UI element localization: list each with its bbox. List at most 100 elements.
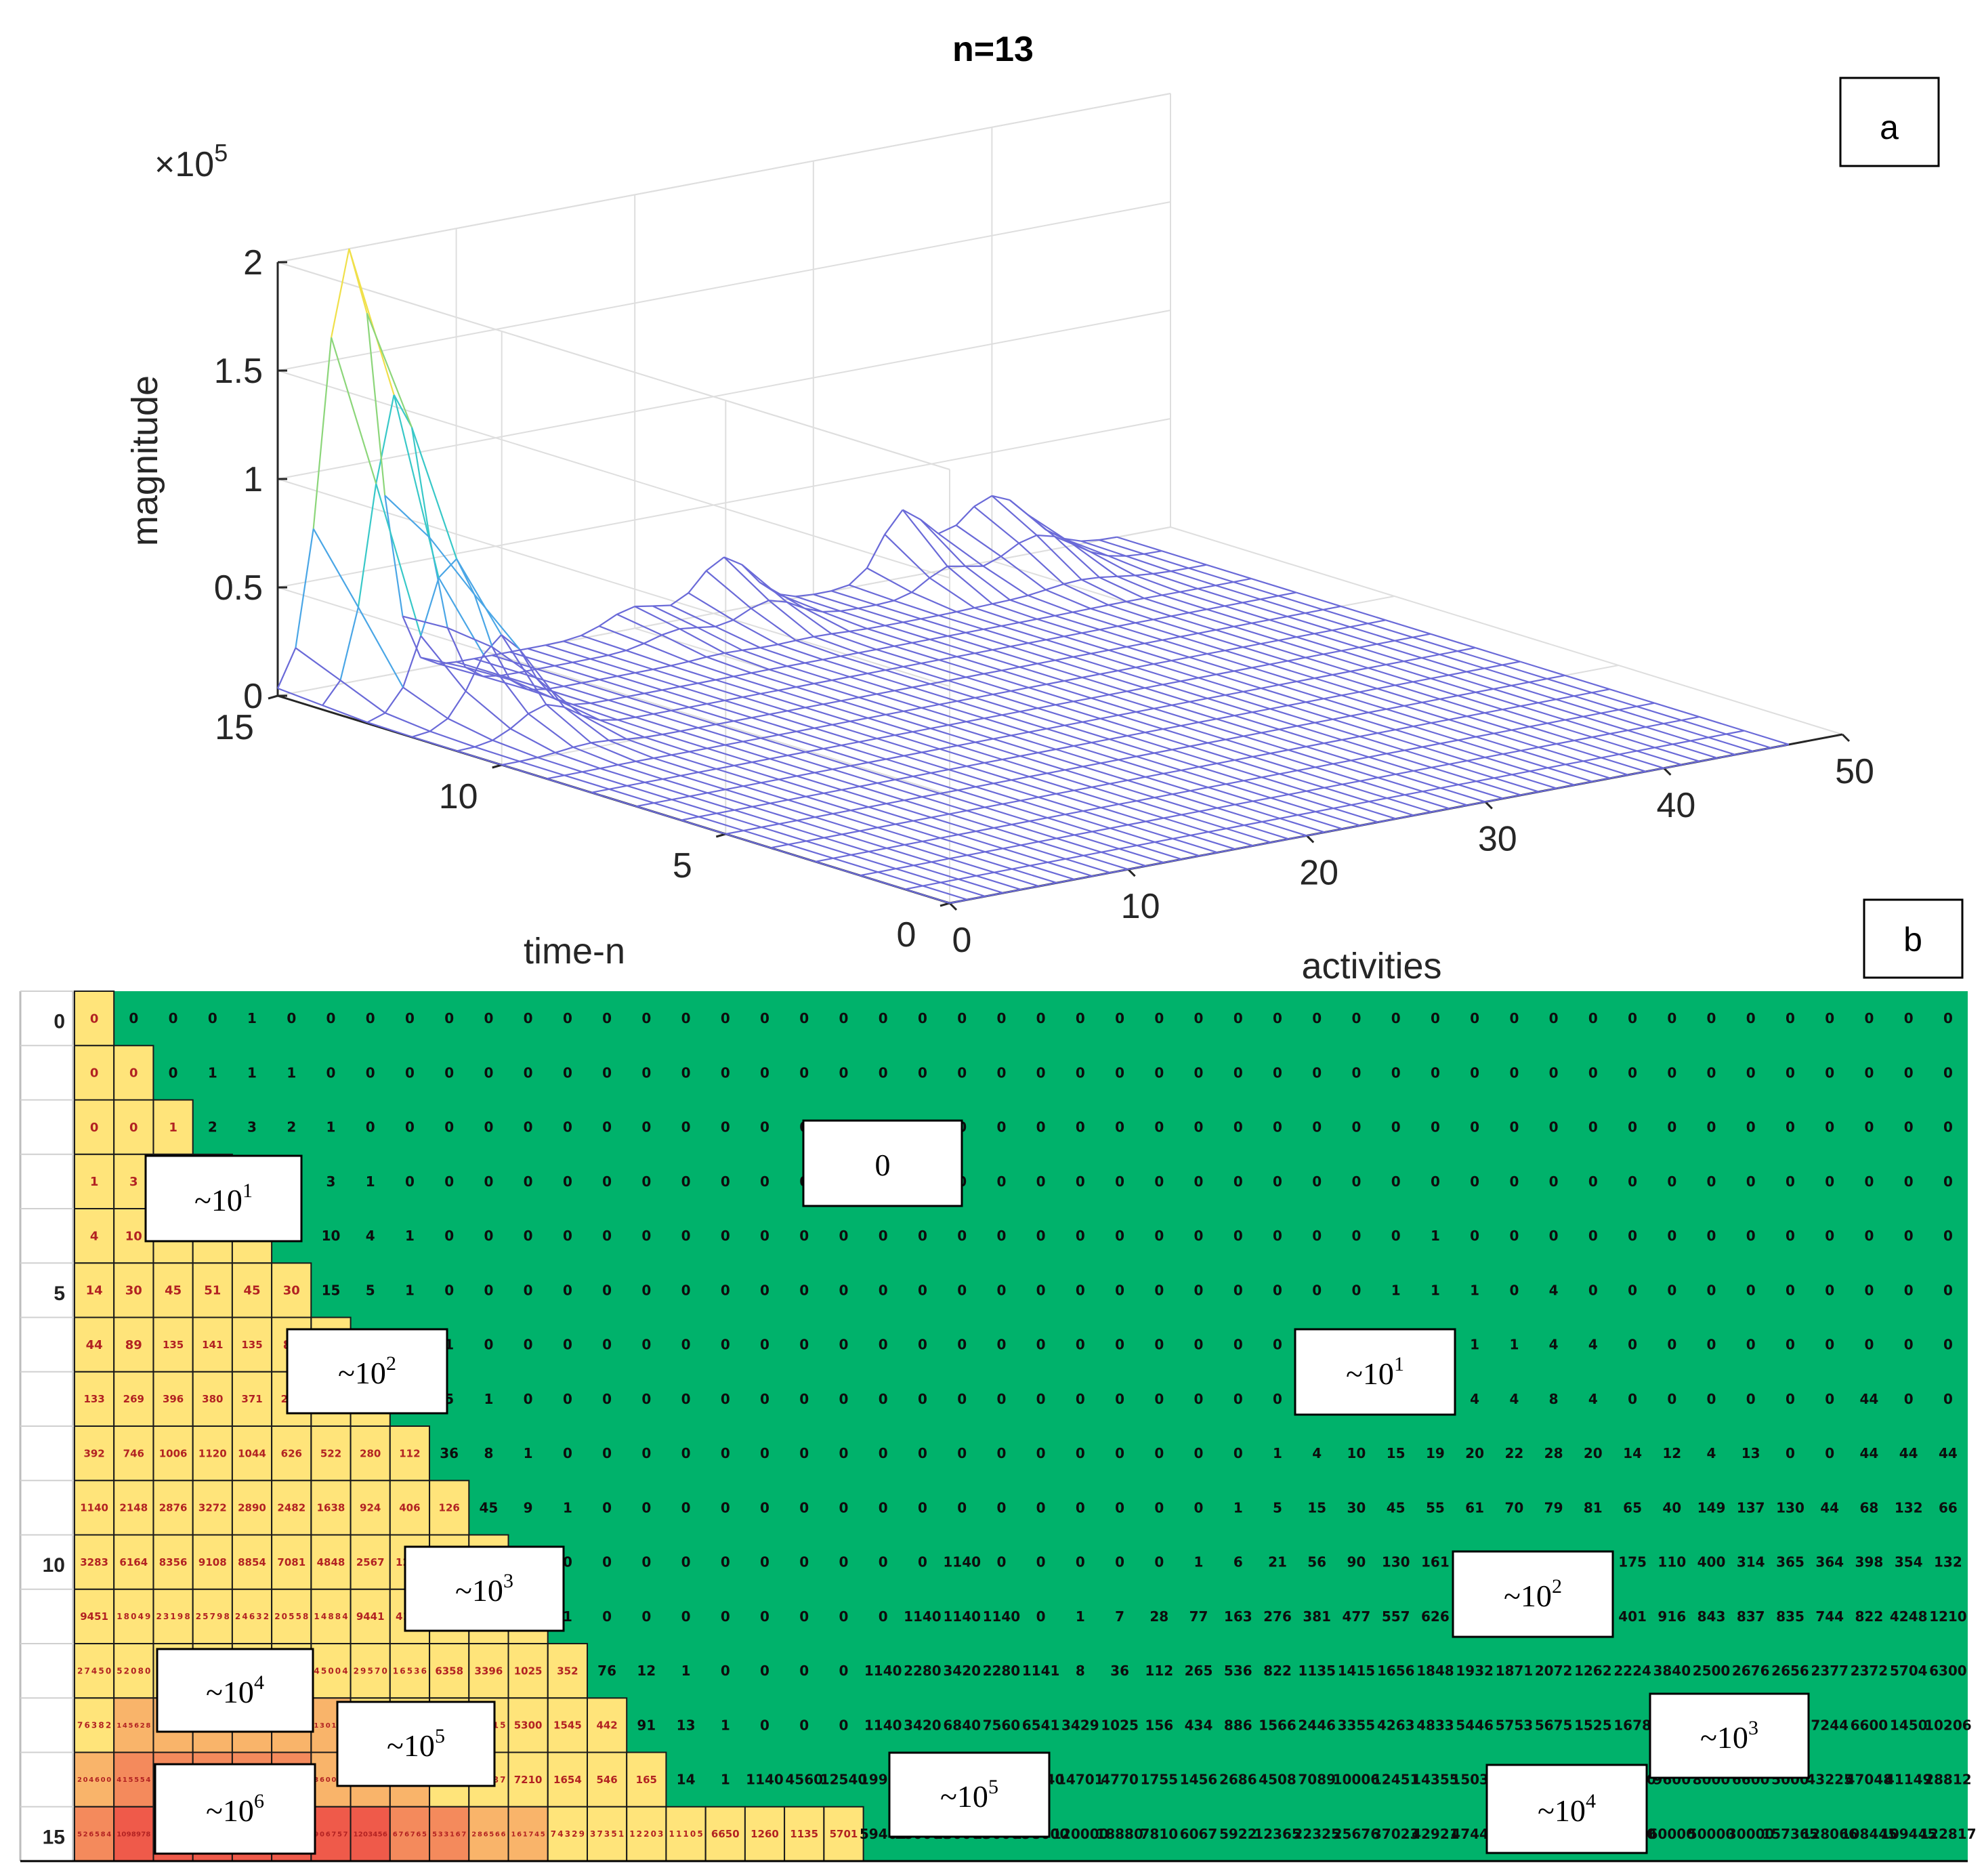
surface-line: [1126, 598, 1145, 602]
surface-line: [860, 875, 906, 890]
surface-line: [841, 696, 860, 702]
surface-line: [779, 823, 824, 839]
surface-line: [921, 614, 940, 620]
surface-line: [1269, 660, 1288, 665]
surface-line: [940, 881, 986, 898]
surface-line: [937, 524, 957, 535]
surface-line: [1082, 807, 1101, 812]
surface-line: [1305, 656, 1351, 673]
surface-line: [805, 792, 824, 797]
cell-value: 66: [1939, 1499, 1958, 1516]
surface-line: [1376, 684, 1395, 690]
surface-line: [1269, 663, 1315, 680]
cell-value: 0: [760, 1391, 769, 1407]
surface-line: [1333, 808, 1378, 823]
surface-line: [1431, 808, 1450, 813]
surface-line: [1056, 837, 1102, 853]
magnitude-annotation: 0: [875, 1148, 891, 1182]
surface-line: [974, 652, 1020, 668]
surface-line: [1189, 653, 1208, 659]
surface-line: [1280, 817, 1325, 833]
cell-value: 0: [1036, 1499, 1046, 1516]
cell-value: 0: [996, 1173, 1006, 1190]
cell-value: 0: [1154, 1554, 1164, 1570]
cell-value: 546: [596, 1774, 617, 1786]
surface-line: [1118, 667, 1136, 672]
cell-value: 0: [1351, 1119, 1361, 1135]
surface-line: [1422, 701, 1467, 717]
surface-line: [1082, 676, 1128, 692]
panel-label-a-box: [1839, 77, 1940, 167]
cell-value: 398: [1855, 1554, 1884, 1570]
surface-line: [465, 666, 511, 681]
cell-value: 45: [165, 1284, 182, 1298]
surface-line: [1152, 572, 1198, 589]
surface-line: [1466, 759, 1513, 776]
surface-line: [688, 592, 734, 621]
surface-line: [778, 734, 824, 750]
cell-value: 0: [641, 1064, 651, 1081]
surface-line: [627, 785, 673, 801]
cell-value: 4: [366, 1228, 375, 1244]
surface-line: [1394, 636, 1413, 642]
cell-value: 0: [1312, 1228, 1322, 1244]
surface-line: [1225, 650, 1270, 665]
cell-value: 0: [1549, 1010, 1559, 1026]
surface-line: [1153, 615, 1172, 621]
surface-line: [957, 786, 976, 791]
surface-line: [1404, 749, 1450, 765]
surface-line: [1002, 755, 1021, 761]
cell-value: 137: [1737, 1499, 1765, 1516]
surface-line: [501, 764, 547, 780]
surface-line: [913, 861, 932, 867]
surface-line: [1377, 773, 1396, 778]
surface-line: [1135, 619, 1154, 624]
cell-value: 0: [366, 1119, 375, 1135]
surface-line: [1116, 575, 1162, 596]
table-cell: [113, 1643, 154, 1699]
cell-value: 0: [484, 1282, 493, 1298]
surface-line: [555, 751, 601, 770]
surface-line: [1279, 728, 1324, 745]
surface-line: [1261, 773, 1280, 778]
surface-line: [1099, 539, 1145, 555]
surface-line: [1645, 767, 1664, 772]
surface-line: [1225, 780, 1244, 785]
surface-line: [608, 788, 654, 804]
surface-line: [339, 606, 359, 681]
surface-line: [1206, 608, 1252, 624]
cell-value: 0: [1904, 1173, 1914, 1190]
cell-value: 0: [1667, 1228, 1676, 1244]
surface-line: [1449, 763, 1495, 779]
surface-line: [456, 661, 502, 677]
surface-line: [679, 628, 725, 654]
surface-line: [992, 646, 1011, 651]
surface-line: [1208, 831, 1254, 847]
surface-line: [680, 727, 698, 732]
z-tick-label: 2: [243, 243, 263, 283]
cell-value: 0: [1470, 1064, 1479, 1081]
surface-line: [894, 731, 913, 736]
surface-line: [1449, 759, 1468, 765]
surface-line: [1261, 728, 1280, 734]
surface-line: [1278, 680, 1297, 686]
surface-line: [1708, 733, 1727, 738]
surface-line: [769, 757, 816, 774]
table-cell: [547, 1751, 588, 1808]
surface-line: [1448, 674, 1494, 690]
surface-line: [1565, 760, 1584, 766]
cell-value: 0: [879, 1064, 888, 1081]
surface-line: [1332, 673, 1378, 690]
surface-line: [777, 593, 823, 613]
surface-line: [1305, 698, 1324, 703]
surface-line: [384, 495, 404, 617]
surface-line: [814, 772, 860, 787]
surface-line: [1144, 642, 1190, 659]
surface-line: [931, 813, 950, 818]
surface-line: [716, 764, 735, 770]
surface-line: [1574, 739, 1620, 755]
surface-line: [1206, 653, 1252, 669]
cell-value: 0: [602, 1554, 612, 1570]
cell-value: 0: [760, 1663, 769, 1679]
surface-line: [786, 601, 832, 635]
